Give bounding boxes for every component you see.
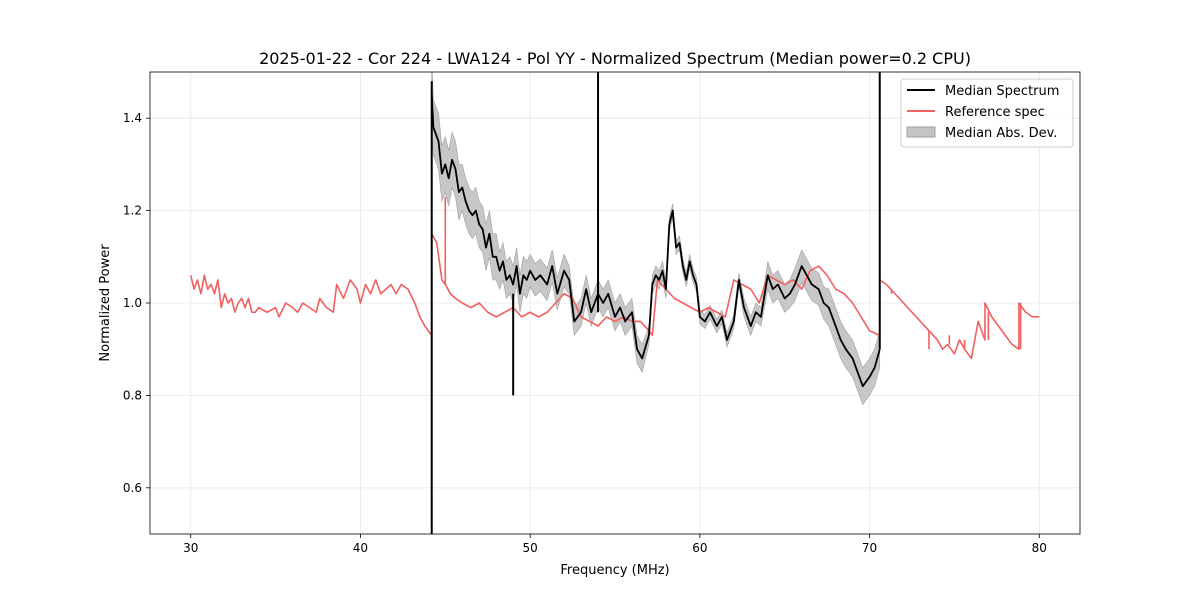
mad-band <box>431 72 881 406</box>
x-tick-label: 60 <box>692 541 707 555</box>
grid <box>150 72 1080 534</box>
median-spectrum-line <box>430 95 881 388</box>
chart-title: 2025-01-22 - Cor 224 - LWA124 - Pol YY -… <box>259 49 971 68</box>
x-tick-label: 40 <box>353 541 368 555</box>
y-tick-label: 0.6 <box>123 481 142 495</box>
y-tick-label: 0.8 <box>123 388 142 402</box>
y-tick-label: 1.0 <box>123 296 142 310</box>
legend: Median Spectrum Reference spec Median Ab… <box>900 78 1074 148</box>
legend-box <box>900 78 1074 148</box>
legend-reference-label: Reference spec <box>945 105 1045 120</box>
legend-median-label: Median Spectrum <box>945 84 1059 99</box>
reference-spectrum-line <box>189 232 1040 360</box>
x-tick-label: 80 <box>1032 541 1047 555</box>
x-tick-label: 30 <box>183 541 198 555</box>
x-tick-label: 70 <box>862 541 877 555</box>
y-axis: 0.6 0.8 1.0 1.2 1.4 <box>123 111 150 495</box>
x-tick-label: 50 <box>523 541 538 555</box>
y-tick-label: 1.4 <box>123 111 142 125</box>
data-layer <box>189 72 1040 534</box>
y-tick-label: 1.2 <box>123 204 142 218</box>
x-axis: 30 40 50 60 70 80 <box>183 534 1047 555</box>
legend-mad-label: Median Abs. Dev. <box>945 126 1057 141</box>
x-axis-label: Frequency (MHz) <box>560 563 669 578</box>
y-axis-label: Normalized Power <box>98 244 113 362</box>
legend-mad-swatch <box>906 126 936 138</box>
